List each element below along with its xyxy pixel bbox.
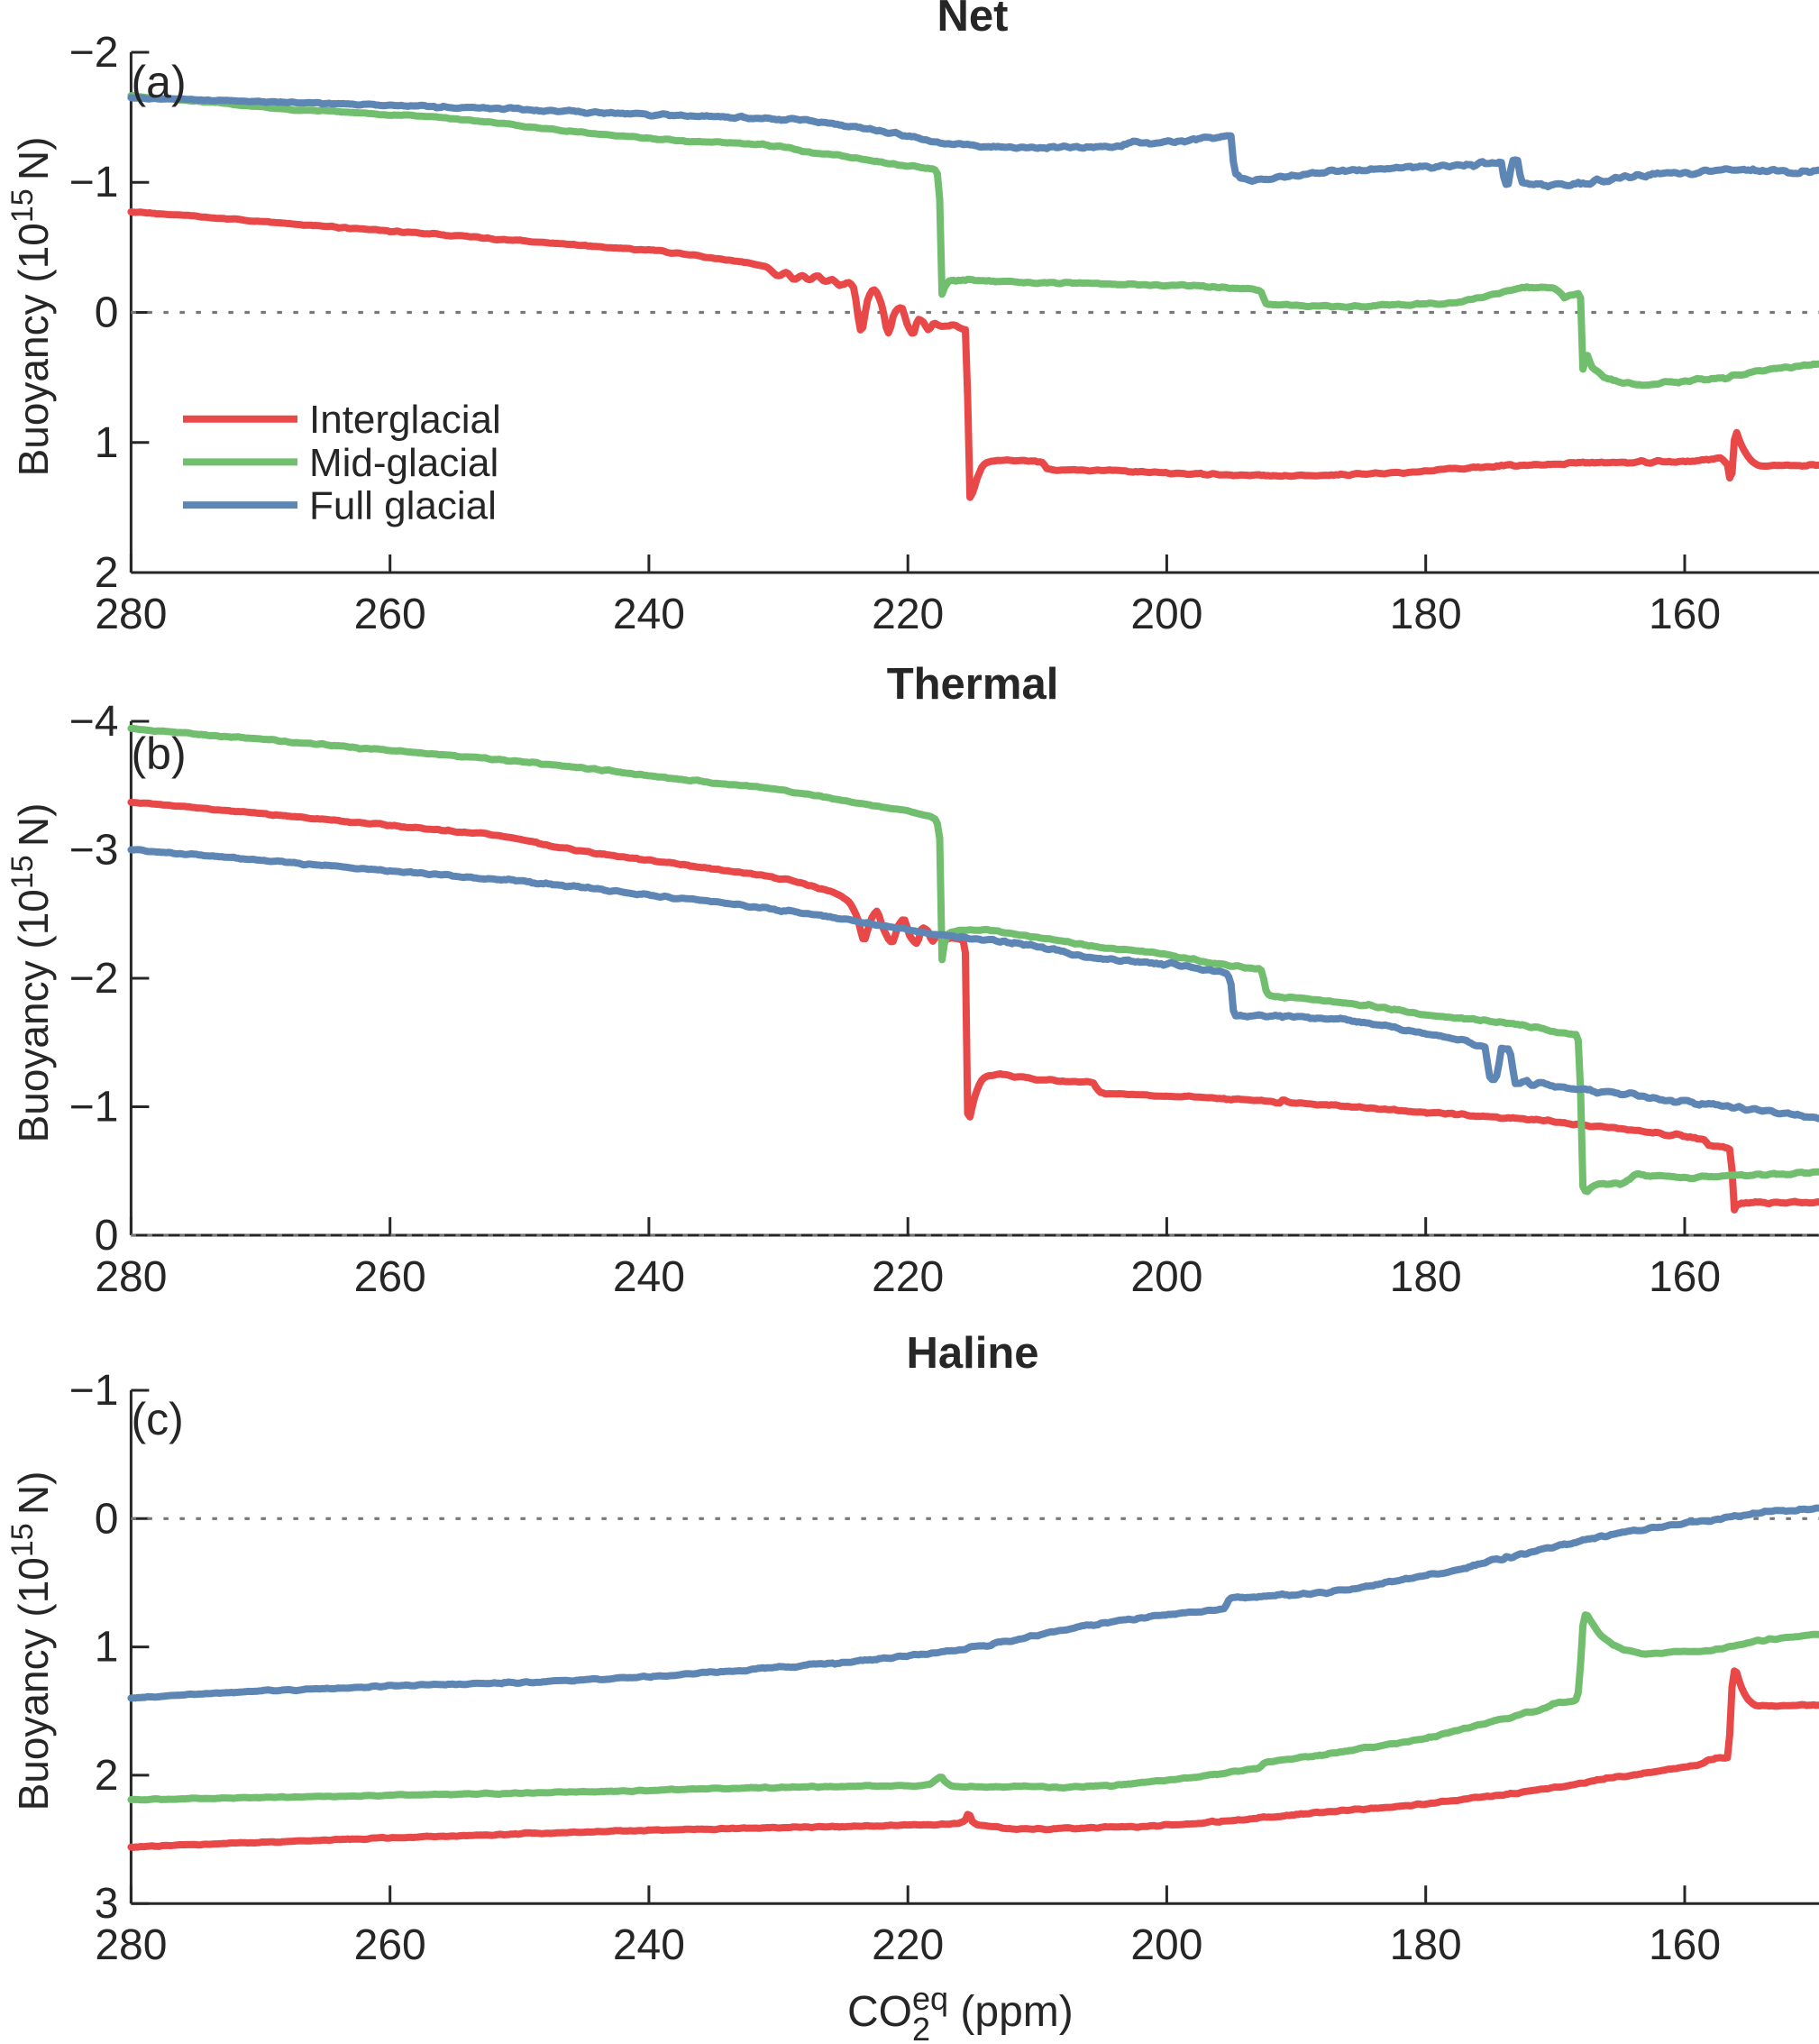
svg-text:−1: −1	[69, 1367, 119, 1415]
svg-text:(a): (a)	[132, 57, 187, 107]
svg-text:(c): (c)	[132, 1394, 184, 1444]
svg-text:0: 0	[95, 289, 119, 337]
svg-text:220: 220	[872, 1253, 944, 1301]
svg-text:0: 0	[95, 1212, 119, 1260]
svg-text:200: 200	[1130, 1253, 1202, 1301]
svg-text:1: 1	[95, 1624, 119, 1672]
svg-text:1: 1	[95, 419, 119, 467]
svg-text:240: 240	[613, 591, 685, 638]
svg-text:CO2eq (ppm): CO2eq (ppm)	[847, 1980, 1074, 2044]
svg-text:Net: Net	[937, 0, 1009, 41]
svg-text:Thermal: Thermal	[887, 660, 1059, 709]
svg-text:220: 220	[872, 591, 944, 638]
svg-text:Buoyancy (1015 N): Buoyancy (1015 N)	[5, 803, 57, 1143]
svg-text:(b): (b)	[132, 729, 187, 779]
svg-text:0: 0	[95, 1495, 119, 1543]
svg-text:160: 160	[1649, 1253, 1721, 1301]
svg-text:−1: −1	[69, 159, 119, 206]
svg-text:Full glacial: Full glacial	[309, 484, 497, 528]
svg-text:220: 220	[872, 1921, 944, 1969]
svg-text:−2: −2	[69, 955, 119, 1003]
svg-text:280: 280	[95, 1921, 167, 1969]
svg-text:260: 260	[354, 1921, 426, 1969]
svg-text:Mid-glacial: Mid-glacial	[309, 441, 498, 485]
svg-text:160: 160	[1649, 1921, 1721, 1969]
svg-text:Haline: Haline	[906, 1329, 1038, 1378]
svg-text:160: 160	[1649, 591, 1721, 638]
svg-text:240: 240	[613, 1921, 685, 1969]
svg-text:3: 3	[95, 1880, 119, 1928]
svg-text:Buoyancy (1015 N): Buoyancy (1015 N)	[5, 1471, 57, 1811]
svg-text:−2: −2	[69, 29, 119, 77]
svg-text:Buoyancy (1015 N): Buoyancy (1015 N)	[5, 137, 57, 477]
svg-text:260: 260	[354, 591, 426, 638]
svg-text:−1: −1	[69, 1084, 119, 1132]
svg-text:280: 280	[95, 591, 167, 638]
svg-text:200: 200	[1130, 1921, 1202, 1969]
svg-text:2: 2	[95, 549, 119, 597]
svg-text:−4: −4	[69, 698, 119, 746]
svg-text:240: 240	[613, 1253, 685, 1301]
svg-text:180: 180	[1390, 1253, 1462, 1301]
svg-text:180: 180	[1390, 591, 1462, 638]
svg-text:2: 2	[95, 1752, 119, 1800]
svg-text:180: 180	[1390, 1921, 1462, 1969]
svg-text:−3: −3	[69, 827, 119, 875]
svg-text:260: 260	[354, 1253, 426, 1301]
svg-text:200: 200	[1130, 591, 1202, 638]
svg-text:280: 280	[95, 1253, 167, 1301]
svg-text:Interglacial: Interglacial	[309, 398, 501, 442]
